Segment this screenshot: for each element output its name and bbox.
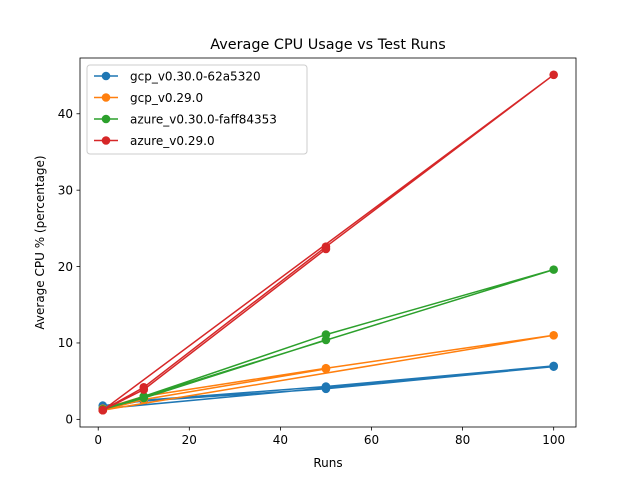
legend-marker-1 [101,93,111,102]
legend-marker-3 [101,136,111,145]
y-tick-label-1: 10 [58,336,73,350]
data-point-3-5 [139,385,149,394]
legend-label-2: azure_v0.30.0-faff84353 [130,112,277,126]
x-tick-label-0: 0 [94,433,102,447]
legend-label-3: azure_v0.29.0 [130,134,215,148]
y-tick-label-4: 40 [58,107,73,121]
legend-box [86,64,308,155]
legend-label-0: gcp_v0.30.0-62a5320 [130,69,261,83]
y-axis: 0 10 20 30 40 [58,107,80,427]
data-point-0-7 [549,361,558,371]
data-point-3-6 [321,244,331,254]
x-tick-label-1: 20 [182,433,197,447]
plot-area-frame [79,57,577,428]
legend-label-1: gcp_v0.29.0 [130,91,203,105]
data-point-3-3 [549,70,558,80]
data-point-2-5 [139,393,149,403]
legend-marker-2 [101,114,111,124]
x-axis-label: Runs [313,456,342,470]
x-tick-label-2: 40 [273,433,288,447]
x-tick-label-5: 100 [542,433,565,447]
x-tick-label-4: 80 [455,433,470,447]
y-tick-label-3: 30 [58,183,73,197]
chart-title: Average CPU Usage vs Test Runs [210,37,446,53]
data-point-1-3 [549,331,558,340]
legend: gcp_v0.30.0-62a5320 gcp_v0.29.0 azure_v0.3… [86,64,308,155]
data-point-2-3 [549,265,558,274]
x-axis: 0 20 40 60 80 100 [94,427,565,447]
data-point-3-4 [98,405,108,415]
legend-marker-0 [101,71,111,81]
data-point-1-6 [321,364,331,374]
y-tick-label-0: 0 [65,413,73,427]
data-point-0-6 [321,382,331,391]
x-tick-label-3: 60 [364,433,379,447]
plot-series [98,70,558,415]
y-axis-label: Average CPU % (percentage) [33,155,47,329]
y-tick-label-2: 20 [58,260,73,274]
data-point-2-6 [321,335,331,345]
